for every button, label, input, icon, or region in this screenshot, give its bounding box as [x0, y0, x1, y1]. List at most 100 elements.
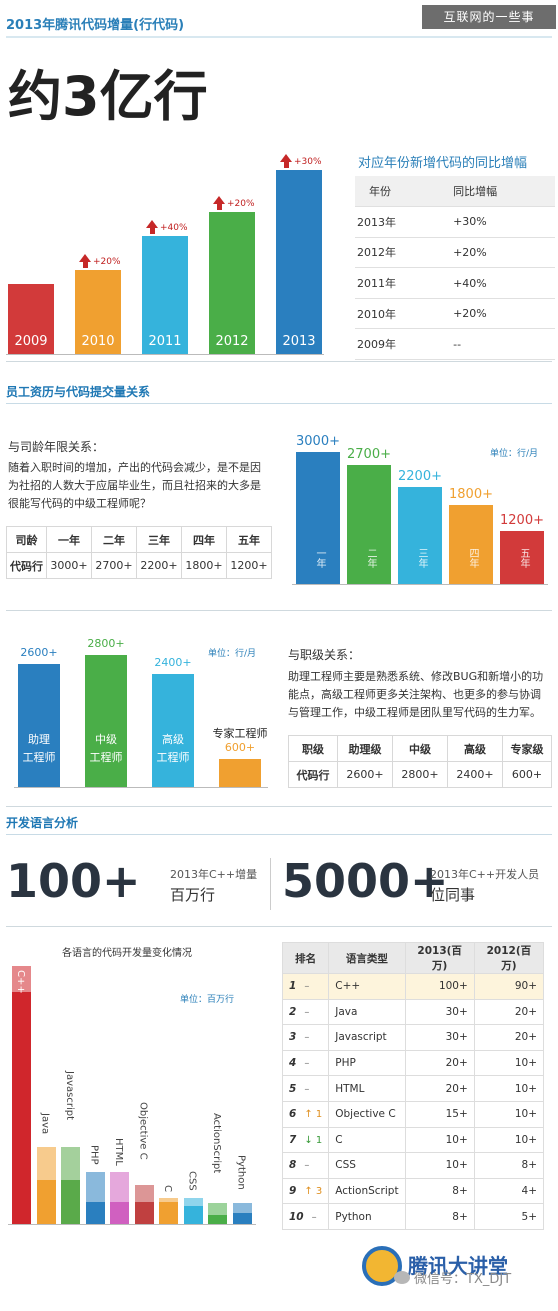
- lang-name: Java: [328, 998, 406, 1026]
- lang-label: HTML: [113, 1138, 124, 1166]
- rate-year: 2013年: [355, 206, 434, 238]
- rate-table: 年份 同比增幅 2013年 +30% 2012年 +20% 2011年 +40% 2010年…: [355, 176, 555, 361]
- stat-cpp-lines: 100+: [6, 854, 141, 908]
- stat-cpp-devs-unit: 位同事: [430, 886, 476, 904]
- lang-label: Javascript: [64, 1071, 75, 1120]
- rate-year: 2011年: [355, 267, 434, 299]
- bar-category-label: 专家工程师: [212, 727, 268, 740]
- rate-value: +40%: [433, 267, 555, 299]
- table-cell: 2700+: [91, 552, 137, 579]
- table-header-cell: 五年: [225, 526, 273, 553]
- rank-cell: 4–: [281, 1049, 330, 1077]
- bar-category-label: 助理: [28, 733, 50, 746]
- table-header-cell: 中级: [391, 735, 448, 762]
- lang-bar-2012: [36, 1180, 56, 1224]
- value-2012: 10+: [473, 1075, 545, 1102]
- rate-value: +20%: [433, 237, 555, 269]
- table-header-cell: 四年: [180, 526, 227, 553]
- bar-category-label: 二年: [365, 548, 376, 568]
- growth-year-label: 2012: [215, 334, 249, 349]
- page-title: 2013年腾讯代码增量(行代码): [6, 18, 185, 33]
- stat-cpp-devs: 5000+: [282, 854, 449, 908]
- table-cell: 1200+: [225, 552, 273, 579]
- up-arrow-icon: [283, 162, 289, 168]
- growth-year-label: 2011: [148, 334, 182, 349]
- lang-name: Objective C: [328, 1100, 406, 1128]
- rank-change: –: [304, 1032, 310, 1044]
- lang-name: C++: [328, 973, 406, 1000]
- up-arrow-icon: [149, 228, 155, 234]
- bar-value-label: 2400+: [154, 656, 192, 669]
- bar-category-label: 三年: [416, 548, 427, 568]
- axis-line: [6, 354, 324, 355]
- bar-category-label: 工程师: [89, 751, 123, 764]
- table-cell: 1800+: [180, 552, 227, 579]
- table-header-cell: 司龄: [5, 526, 48, 553]
- bar-category-label: 五年: [518, 548, 529, 568]
- unit-label: 单位：百万行: [180, 995, 235, 1005]
- bar-value-label: 600+: [224, 741, 256, 754]
- lang-label: Java: [39, 1113, 51, 1135]
- watermark: 互联网的一些事: [422, 5, 556, 29]
- value-2012: 10+: [473, 1100, 545, 1128]
- value-2012: 90+: [473, 973, 545, 1000]
- wechat-icon: [394, 1271, 410, 1284]
- axis-line: [292, 584, 548, 585]
- bar-category-label: 高级: [162, 733, 184, 746]
- bar-value-label: 2600+: [20, 646, 58, 659]
- rank-bar: [18, 664, 60, 787]
- value-2012: 5+: [473, 1203, 545, 1230]
- lang-bar-2012: [208, 1215, 227, 1224]
- table-header-cell: 2012(百万): [473, 942, 545, 974]
- table-row: 8– CSS 10+ 8+: [281, 1152, 545, 1179]
- lang-name: Python: [328, 1203, 406, 1230]
- seniority-bar: [449, 505, 493, 584]
- seniority-table: 司龄 一年 二年 三年 四年 五年 代码行 3000+ 2700+ 2200+ 1800+ 1200…: [5, 526, 273, 579]
- section-title-seniority: 员工资历与代码提交量关系: [6, 385, 151, 399]
- table-cell: 代码行: [288, 761, 338, 788]
- divider: [6, 361, 552, 362]
- rank-change: ↓ 1: [304, 1134, 323, 1146]
- bar-category-label: 四年: [467, 548, 478, 568]
- growth-rate-label: +40%: [160, 223, 188, 233]
- table-row: 3– Javascript 30+ 20+: [281, 1024, 545, 1051]
- lang-bar-2012: [232, 1213, 252, 1224]
- table-row: 2– Java 30+ 20+: [281, 998, 545, 1026]
- growth-year-label: 2010: [81, 334, 115, 349]
- growth-bar: [142, 236, 188, 354]
- bar-category-label: 一年: [314, 548, 325, 568]
- rank-number: 3: [289, 1031, 297, 1044]
- value-2013: 8+: [404, 1203, 475, 1230]
- rank-number: 9: [289, 1185, 297, 1198]
- rate-row: 2012年 +20%: [355, 237, 555, 269]
- lang-bar-2012: [61, 1180, 80, 1224]
- table-header-cell: 三年: [135, 526, 182, 553]
- value-2013: 30+: [404, 998, 475, 1026]
- lang-name: HTML: [328, 1075, 406, 1102]
- rank-number: 8: [289, 1159, 297, 1172]
- table-header-cell: 语言类型: [328, 942, 406, 974]
- divider: [6, 806, 552, 807]
- table-cell: 代码行: [5, 552, 48, 579]
- section-title-lang: 开发语言分析: [6, 816, 79, 830]
- table-header-cell: 专家级: [502, 735, 552, 762]
- lang-label: Objective C: [137, 1102, 149, 1160]
- value-2013: 20+: [404, 1049, 475, 1077]
- table-row: 9 ↑ 3 ActionScript 8+ 4+: [281, 1177, 545, 1205]
- value-2012: 20+: [473, 1024, 545, 1051]
- bar-value-label: 1200+: [500, 513, 544, 528]
- rank-cell: 10–: [281, 1203, 330, 1230]
- rate-row: 2009年 --: [355, 328, 555, 361]
- rank-table: 职级 助理级 中级 高级 专家级 代码行 2600+ 2800+ 2400+ 600+: [288, 735, 552, 788]
- table-row: 4– PHP 20+ 10+: [281, 1049, 545, 1077]
- value-2012: 10+: [473, 1126, 545, 1154]
- stat-cpp-lines-caption: 2013年C++增量: [170, 868, 258, 881]
- rank-bar: [85, 655, 127, 787]
- value-2013: 10+: [404, 1152, 475, 1179]
- lang-bar-2012: [85, 1202, 105, 1224]
- rank-cell: 7 ↓ 1: [281, 1126, 330, 1154]
- growth-rate-label: +30%: [294, 157, 322, 167]
- divider: [6, 403, 552, 404]
- stat-cpp-lines-unit: 百万行: [170, 886, 216, 904]
- value-2012: 8+: [473, 1152, 545, 1179]
